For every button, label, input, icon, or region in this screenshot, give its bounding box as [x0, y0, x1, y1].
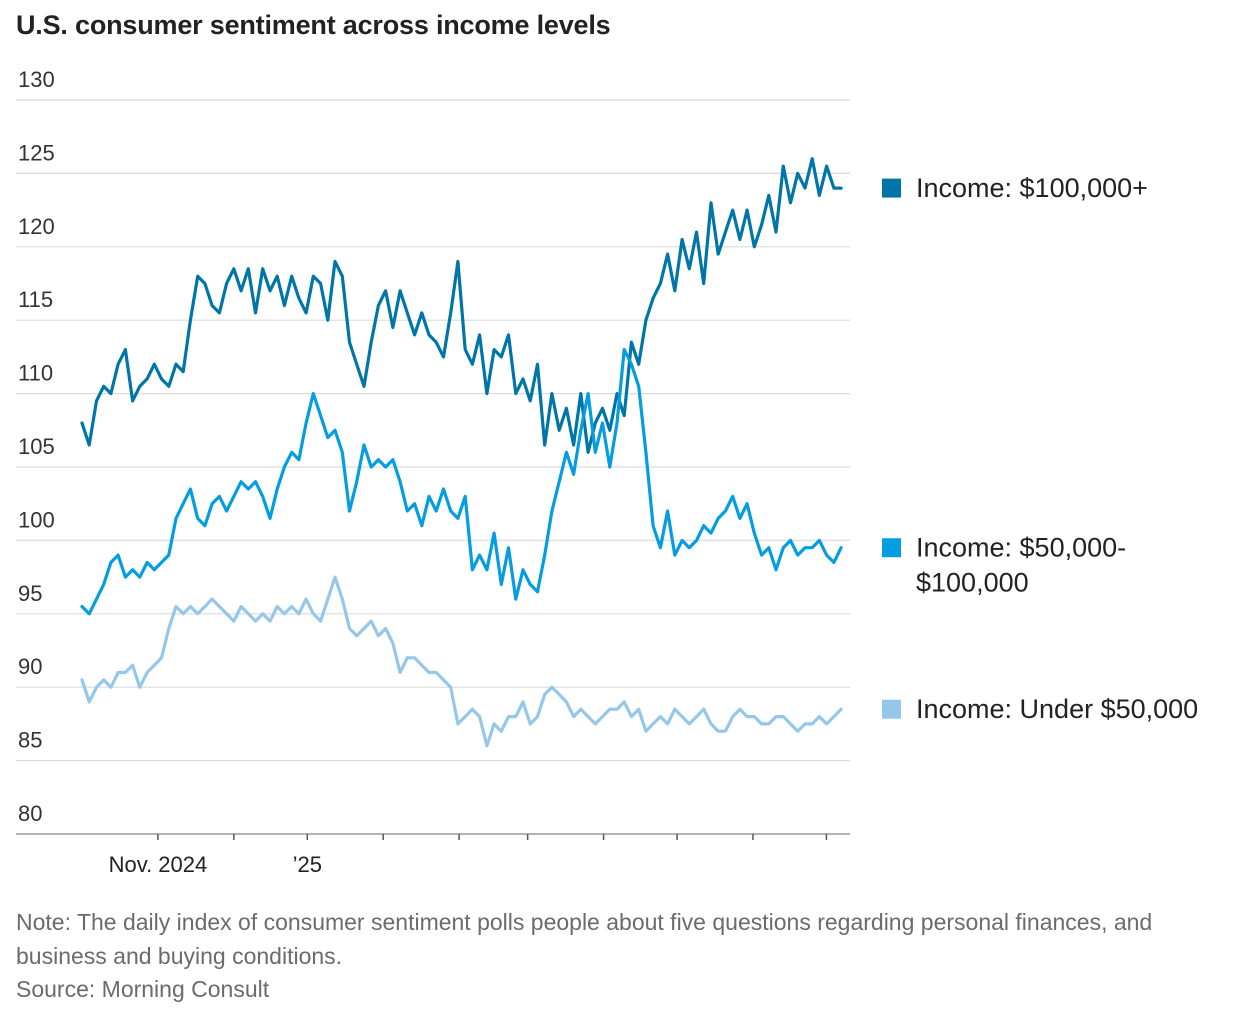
- series-lines: [80, 157, 843, 748]
- gridlines: [16, 99, 850, 835]
- series-line-0: [80, 157, 843, 454]
- y-tick-label: 130: [18, 67, 55, 92]
- legend-swatch-2: [882, 699, 901, 719]
- x-tick-label: Nov. 2024: [109, 852, 208, 877]
- y-tick-label: 85: [18, 728, 42, 753]
- legend-label-1: Income: $50,000-$100,000: [916, 533, 1126, 598]
- y-tick-label: 100: [18, 507, 55, 532]
- legend-label-0: Income: $100,000+: [916, 173, 1148, 203]
- chart-title: U.S. consumer sentiment across income le…: [16, 10, 611, 40]
- y-tick-label: 80: [18, 801, 42, 826]
- x-axis: Nov. 2024 ’25: [109, 834, 828, 877]
- y-tick-label: 90: [18, 654, 42, 679]
- y-tick-label: 95: [18, 581, 42, 606]
- chart-note: Note: The daily index of consumer sentim…: [16, 909, 1153, 969]
- y-tick-label: 110: [18, 361, 53, 386]
- y-axis-ticks: 80 85 90 95 100 105 110 115 120 125 130: [18, 67, 55, 826]
- series-line-2: [80, 575, 843, 748]
- legend-label-2: Income: Under $50,000: [916, 694, 1198, 724]
- y-tick-label: 120: [18, 214, 55, 239]
- y-tick-label: 125: [18, 140, 55, 165]
- series-line-1: [80, 348, 843, 616]
- line-chart: 80 85 90 95 100 105 110 115 120 125 130 Nov. 2024 ’…: [16, 67, 1198, 877]
- x-tick-label: ’25: [293, 852, 322, 877]
- y-tick-label: 105: [18, 434, 55, 459]
- legend-swatch-1: [882, 538, 901, 558]
- chart-source: Source: Morning Consult: [16, 976, 270, 1002]
- legend-swatch-0: [882, 178, 901, 198]
- y-tick-label: 115: [18, 287, 53, 312]
- legend: Income: $100,000+ Income: $50,000-$100,00…: [882, 173, 1198, 724]
